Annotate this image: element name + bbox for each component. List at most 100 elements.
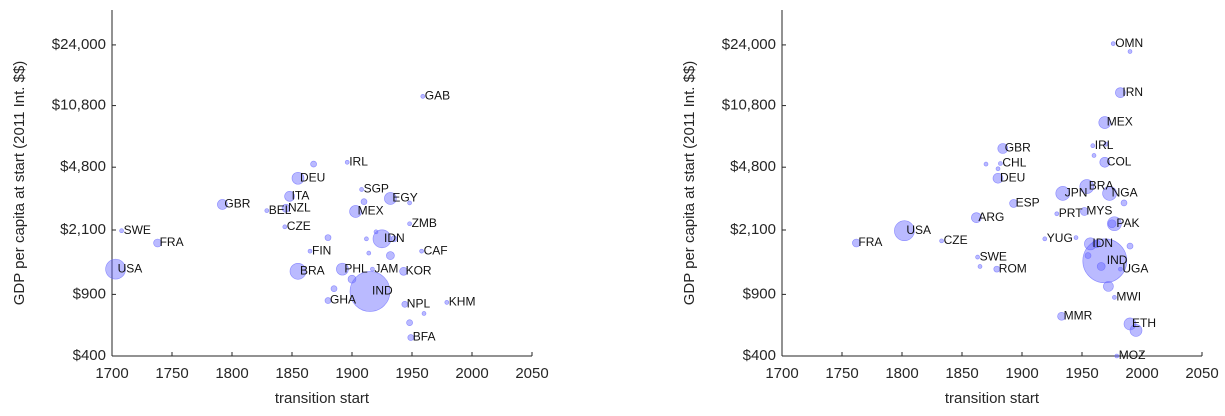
bubble — [324, 234, 332, 241]
bubble — [370, 266, 375, 272]
bubble — [1079, 179, 1095, 194]
chart-panel: $400 $900 $2,100 $4,800 $10,800 $24,000 1700 17… — [11, 10, 549, 407]
bubble — [998, 161, 1003, 166]
bubble — [407, 221, 412, 227]
bubble — [366, 250, 372, 256]
x-tick-label: 2050 — [1185, 365, 1218, 382]
bubble — [1118, 266, 1123, 272]
bubble — [1098, 116, 1112, 129]
point-label: MMR — [1064, 308, 1093, 322]
point-label: CHL — [1002, 156, 1026, 170]
x-tick-label: 1750 — [155, 365, 188, 382]
bubble — [360, 198, 368, 205]
point-label: IDN — [384, 231, 405, 245]
point-label: MEX — [1107, 115, 1133, 129]
point-label: PAK — [1116, 216, 1139, 230]
x-tick-label: 1900 — [1005, 365, 1038, 382]
bubble — [364, 236, 369, 242]
bubble — [291, 171, 305, 185]
bubble — [1102, 186, 1117, 201]
bubble — [289, 262, 307, 280]
point-label: ROM — [999, 261, 1027, 275]
point-label: BFA — [413, 330, 436, 344]
bubble — [1073, 235, 1079, 240]
bubble — [1090, 143, 1096, 148]
bubble — [336, 262, 349, 276]
point-label: MWI — [1116, 290, 1141, 304]
point-label: GAB — [425, 88, 450, 102]
bubble — [1112, 295, 1117, 300]
y-tick-label: $10,800 — [722, 97, 776, 114]
bubble — [971, 212, 982, 223]
bubble — [407, 334, 415, 341]
point-label: MEX — [358, 204, 384, 218]
x-tick-label: 1850 — [275, 365, 308, 382]
bubble — [995, 166, 1001, 172]
point-label: IRN — [1122, 85, 1143, 99]
bubble — [1096, 262, 1106, 271]
point-label: NGA — [1112, 186, 1138, 200]
bubble — [1057, 311, 1066, 321]
bubble — [349, 205, 362, 218]
point-label: SWE — [124, 223, 151, 237]
point-label: MYS — [1086, 204, 1112, 218]
bubble — [330, 285, 338, 292]
point-label: ZMB — [412, 216, 437, 230]
point-label: FRA — [858, 235, 882, 249]
point-label: CZE — [287, 219, 311, 233]
point-label: SGP — [364, 182, 389, 196]
x-tick-label: 1900 — [335, 365, 368, 382]
chart-panel: $400 $900 $2,100 $4,800 $10,800 $24,000 1700 17… — [681, 10, 1219, 407]
bubble — [1114, 353, 1120, 359]
bubble — [406, 319, 413, 327]
point-label: EGY — [392, 191, 417, 205]
bubble — [1099, 156, 1111, 168]
point-label: ARG — [978, 210, 1004, 224]
bubble — [119, 228, 124, 234]
point-label: IND — [372, 284, 393, 298]
bubble — [1103, 141, 1109, 147]
x-tick-label: 1850 — [945, 365, 978, 382]
bubble — [1084, 237, 1097, 251]
y-tick-label: $900 — [743, 285, 776, 302]
x-tick-label: 1750 — [825, 365, 858, 382]
x-tick-label: 1800 — [885, 365, 918, 382]
x-tick-label: 1700 — [765, 365, 798, 382]
bubble — [282, 224, 288, 230]
bubble — [419, 248, 424, 254]
bubble — [310, 160, 317, 168]
bubble — [401, 300, 409, 308]
point-label: KOR — [406, 263, 432, 277]
bubble — [852, 238, 861, 248]
point-label: BRA — [300, 263, 325, 277]
point-label: DEU — [300, 170, 325, 184]
point-label: PHL — [344, 261, 368, 275]
bubble — [894, 220, 915, 242]
x-tick-label: 1800 — [215, 365, 248, 382]
y-tick-label: $24,000 — [52, 36, 106, 53]
bubble — [399, 266, 408, 276]
point-label: BRA — [1089, 179, 1114, 193]
y-tick-label: $400 — [73, 347, 106, 364]
y-tick-label: $4,800 — [60, 158, 106, 175]
bubble — [1054, 211, 1060, 217]
point-label: OMN — [1115, 36, 1143, 50]
point-label: CAF — [424, 243, 448, 257]
bubble — [359, 187, 364, 192]
point-label: ESP — [1016, 196, 1040, 210]
bubble — [1091, 153, 1097, 158]
y-tick-label: $24,000 — [722, 36, 776, 53]
point-label: MOZ — [1119, 348, 1146, 362]
bubble — [983, 161, 989, 167]
bubble — [324, 297, 332, 304]
y-tick-label: $10,800 — [52, 97, 106, 114]
x-tick-label: 2000 — [455, 365, 488, 382]
point-label: YUG — [1047, 231, 1073, 245]
point-label: GBR — [224, 197, 250, 211]
point-label: ITA — [292, 189, 310, 203]
y-tick-label: $400 — [743, 347, 776, 364]
bubble — [1055, 186, 1071, 201]
bubble — [1120, 199, 1128, 207]
bubble — [421, 311, 427, 316]
